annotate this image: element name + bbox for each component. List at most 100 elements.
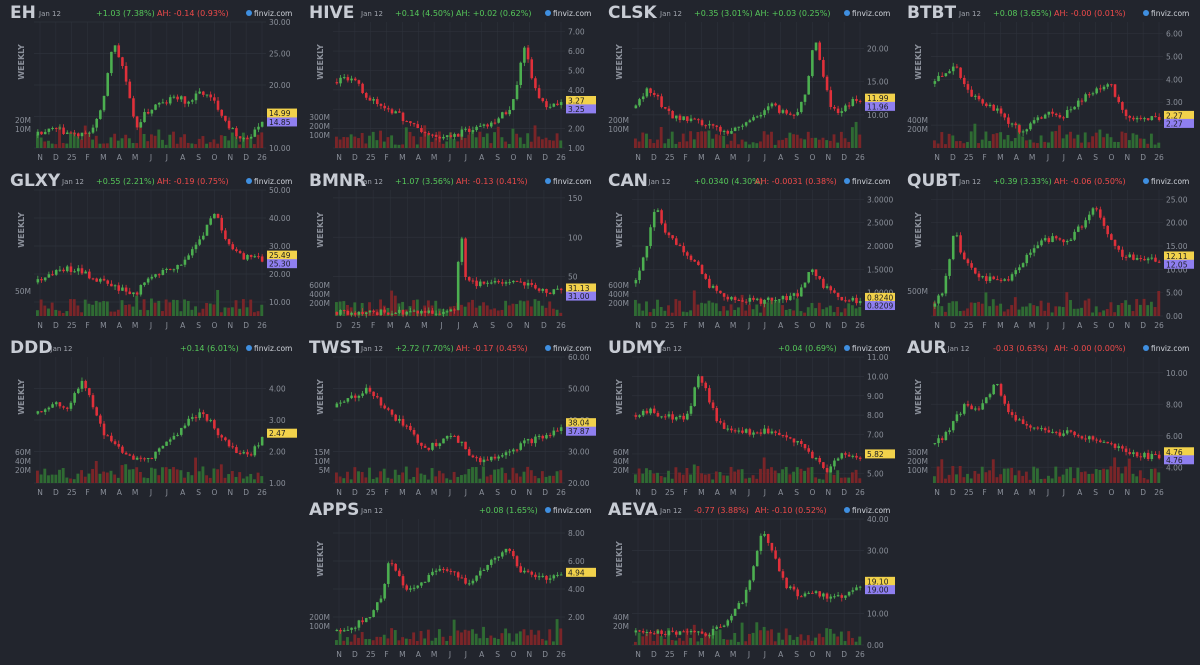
candle	[361, 83, 364, 94]
y-tick-label: 2.5000	[867, 219, 893, 228]
candle	[1018, 267, 1021, 271]
chart-panel-ddd[interactable]: 4.00 3.00 2.00 1.00 N D 25 F M A M J J A S O N D 26 60M 40M 2…	[0, 335, 299, 501]
volume-bar	[748, 144, 751, 148]
ticker-symbol[interactable]: BTBT	[907, 3, 957, 23]
volume-bar	[843, 308, 847, 316]
chart-panel-aur[interactable]: 10.00 8.00 6.00 4.00 N D 25 F M A M J J A S O N D 26 300M 20…	[897, 335, 1196, 501]
finviz-logo[interactable]: finviz.com	[254, 9, 292, 18]
x-tick-label: J	[165, 321, 168, 330]
finviz-logo[interactable]: finviz.com	[852, 344, 890, 353]
candle	[110, 51, 113, 74]
ticker-symbol[interactable]: HIVE	[309, 3, 354, 23]
finviz-logo[interactable]: finviz.com	[254, 177, 292, 186]
chart-panel-apps[interactable]: 8.00 6.00 4.00 2.00 N D 25 F M A M J J A S O N D 26 200M 100…	[299, 497, 598, 663]
ticker-symbol[interactable]: AUR	[907, 338, 947, 358]
candle	[405, 311, 408, 315]
volume-bar	[437, 131, 441, 148]
ticker-symbol[interactable]: UDMY	[608, 338, 666, 358]
ticker-symbol[interactable]: AEVA	[608, 500, 659, 520]
volume-bar	[230, 307, 234, 316]
finviz-logo[interactable]: finviz.com	[553, 344, 591, 353]
x-tick-label: D	[841, 488, 847, 497]
finviz-logo[interactable]: finviz.com	[254, 344, 292, 353]
volume-bar	[832, 134, 836, 148]
candle	[660, 96, 663, 108]
volume-bar	[962, 310, 966, 316]
volume-bar	[109, 470, 113, 483]
chart-panel-eh[interactable]: 30.0025.0020.0015.0010.00ND25FMAMJJASOND…	[0, 0, 299, 166]
ticker-symbol[interactable]: DDD	[10, 338, 52, 358]
last-price-tag	[566, 567, 596, 577]
finviz-logo[interactable]: finviz.com	[553, 177, 591, 186]
candle	[537, 288, 541, 291]
volume-bar	[230, 132, 234, 148]
candle	[420, 582, 423, 586]
candle	[154, 104, 157, 110]
candle	[460, 129, 464, 137]
candle	[719, 626, 722, 628]
volume-bar	[850, 637, 854, 645]
ticker-symbol[interactable]: APPS	[309, 500, 359, 520]
candle	[763, 534, 766, 536]
volume-bar	[1124, 300, 1128, 316]
finviz-logo[interactable]: finviz.com	[553, 9, 591, 18]
ticker-symbol[interactable]: GLXY	[10, 171, 61, 191]
candle	[667, 108, 671, 111]
volume-bar	[832, 633, 836, 645]
chart-panel-clsk[interactable]: 20.00 15.00 10.00 N D 25 F M A M J J A S O N D 26 200M 100M…	[598, 0, 897, 166]
ticker-symbol[interactable]: QUBT	[907, 171, 960, 191]
y-tick-label: 7.00	[867, 431, 884, 440]
chart-panel-aeva[interactable]: 40.0030.0020.0010.000.00ND25FMAMJJASOND2…	[598, 497, 897, 663]
volume-bar	[50, 474, 54, 483]
candle	[1018, 419, 1021, 421]
volume-bar	[393, 630, 397, 645]
ticker-symbol[interactable]: EH	[10, 3, 36, 23]
volume-bar	[1116, 467, 1120, 483]
chart-panel-glxy[interactable]: 50.00 40.00 30.00 20.00 10.00 N D 25 F M A M J J A S O N D…	[0, 168, 299, 334]
volume-bar	[375, 477, 379, 483]
chart-panel-btbt[interactable]: 6.005.004.003.002.00ND25FMAMJJASOND26400…	[897, 0, 1196, 166]
candle	[398, 111, 401, 113]
ticker-symbol[interactable]: TWST	[309, 338, 364, 358]
x-tick-label: A	[1077, 488, 1083, 497]
volume-bar	[634, 641, 637, 645]
candle	[442, 311, 445, 314]
chart-panel-udmy[interactable]: 11.0010.009.008.007.006.005.00ND25FMAMJJ…	[598, 335, 897, 501]
chart-panel-qubt[interactable]: 25.00 20.00 15.00 10.00 5.00 0.00 N D 25 F M A M J J A S…	[897, 168, 1196, 334]
quote-date: Jan 12	[648, 178, 671, 186]
volume-bar	[810, 302, 814, 316]
chart-panel-bmnr[interactable]: 150 100 50 D 25 F M A M J J A S O N D 26 600M 400M 200M 31.1…	[299, 168, 598, 334]
ticker-symbol[interactable]: CAN	[608, 171, 648, 191]
ticker-symbol[interactable]: CLSK	[608, 3, 658, 23]
chart-panel-twst[interactable]: 60.0050.0040.0030.0020.00ND25FMAMJJASOND…	[299, 335, 598, 501]
volume-bar	[1149, 468, 1153, 483]
volume-bar	[338, 301, 342, 316]
finviz-logo[interactable]: finviz.com	[553, 506, 591, 515]
chart-panel-can[interactable]: 3.00002.50002.00001.50001.0000ND25FMAMJJ…	[598, 168, 897, 334]
ticker-symbol[interactable]: BMNR	[309, 171, 366, 191]
candle	[504, 452, 508, 456]
finviz-logo[interactable]: finviz.com	[1151, 177, 1189, 186]
candle	[117, 45, 121, 58]
candle	[113, 45, 117, 52]
finviz-logo[interactable]: finviz.com	[852, 9, 890, 18]
price-chart: 3.00002.50002.00001.50001.0000ND25FMAMJJ…	[608, 171, 895, 330]
finviz-logo[interactable]: finviz.com	[1151, 344, 1189, 353]
finviz-logo[interactable]: finviz.com	[1151, 9, 1189, 18]
volume-bar	[80, 312, 84, 316]
volume-bar	[105, 301, 109, 316]
x-tick-label: N	[934, 153, 940, 162]
candle	[559, 574, 563, 576]
candle	[512, 99, 515, 111]
volume-bar	[175, 143, 179, 148]
finviz-logo[interactable]: finviz.com	[852, 177, 890, 186]
finviz-logo[interactable]: finviz.com	[852, 506, 890, 515]
candle	[548, 292, 552, 294]
volume-bar	[223, 307, 227, 316]
candle	[660, 416, 663, 418]
candle	[755, 116, 759, 118]
x-tick-label: 26	[855, 488, 865, 497]
candle	[398, 418, 401, 421]
candle	[475, 575, 478, 581]
chart-panel-hive[interactable]: 7.006.005.004.003.002.001.00ND25FMAMJJAS…	[299, 0, 598, 166]
